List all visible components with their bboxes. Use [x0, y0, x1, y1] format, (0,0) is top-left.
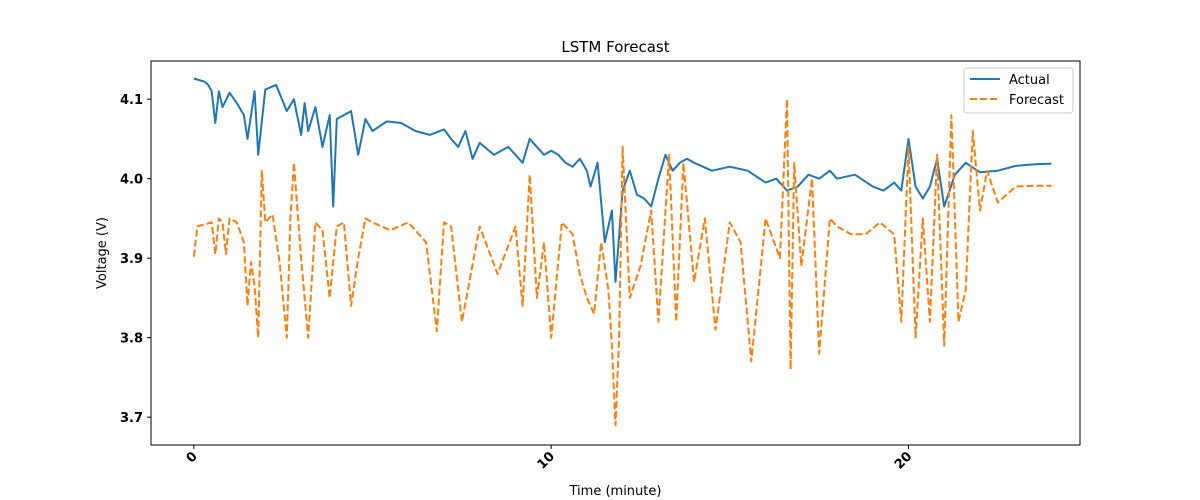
x-tick-label: 0 [184, 449, 201, 466]
plot-area [192, 77, 1052, 427]
series-line-actual [193, 77, 1052, 283]
y-tick-label: 4.1 [120, 93, 143, 108]
series-line-forecast [192, 98, 1052, 427]
plot-frame [150, 60, 1081, 446]
y-axis-label: Voltage (V) [95, 217, 110, 289]
legend: Actual Forecast [963, 67, 1074, 114]
x-tick-label: 20 [892, 449, 915, 472]
x-tick-label: 10 [535, 449, 558, 472]
x-axis-ticks: 0 10 20 [184, 445, 915, 473]
y-tick-label: 3.9 [120, 252, 143, 267]
y-tick-label: 3.8 [120, 332, 143, 347]
legend-label-actual: Actual [1009, 73, 1050, 88]
legend-label-forecast: Forecast [1009, 93, 1064, 108]
chart-title: LSTM Forecast [561, 38, 669, 56]
y-axis-ticks: 3.7 3.8 3.9 4.0 4.1 [120, 93, 151, 426]
y-tick-label: 3.7 [120, 411, 143, 426]
y-tick-label: 4.0 [120, 173, 143, 188]
x-axis-label: Time (minute) [569, 484, 662, 499]
